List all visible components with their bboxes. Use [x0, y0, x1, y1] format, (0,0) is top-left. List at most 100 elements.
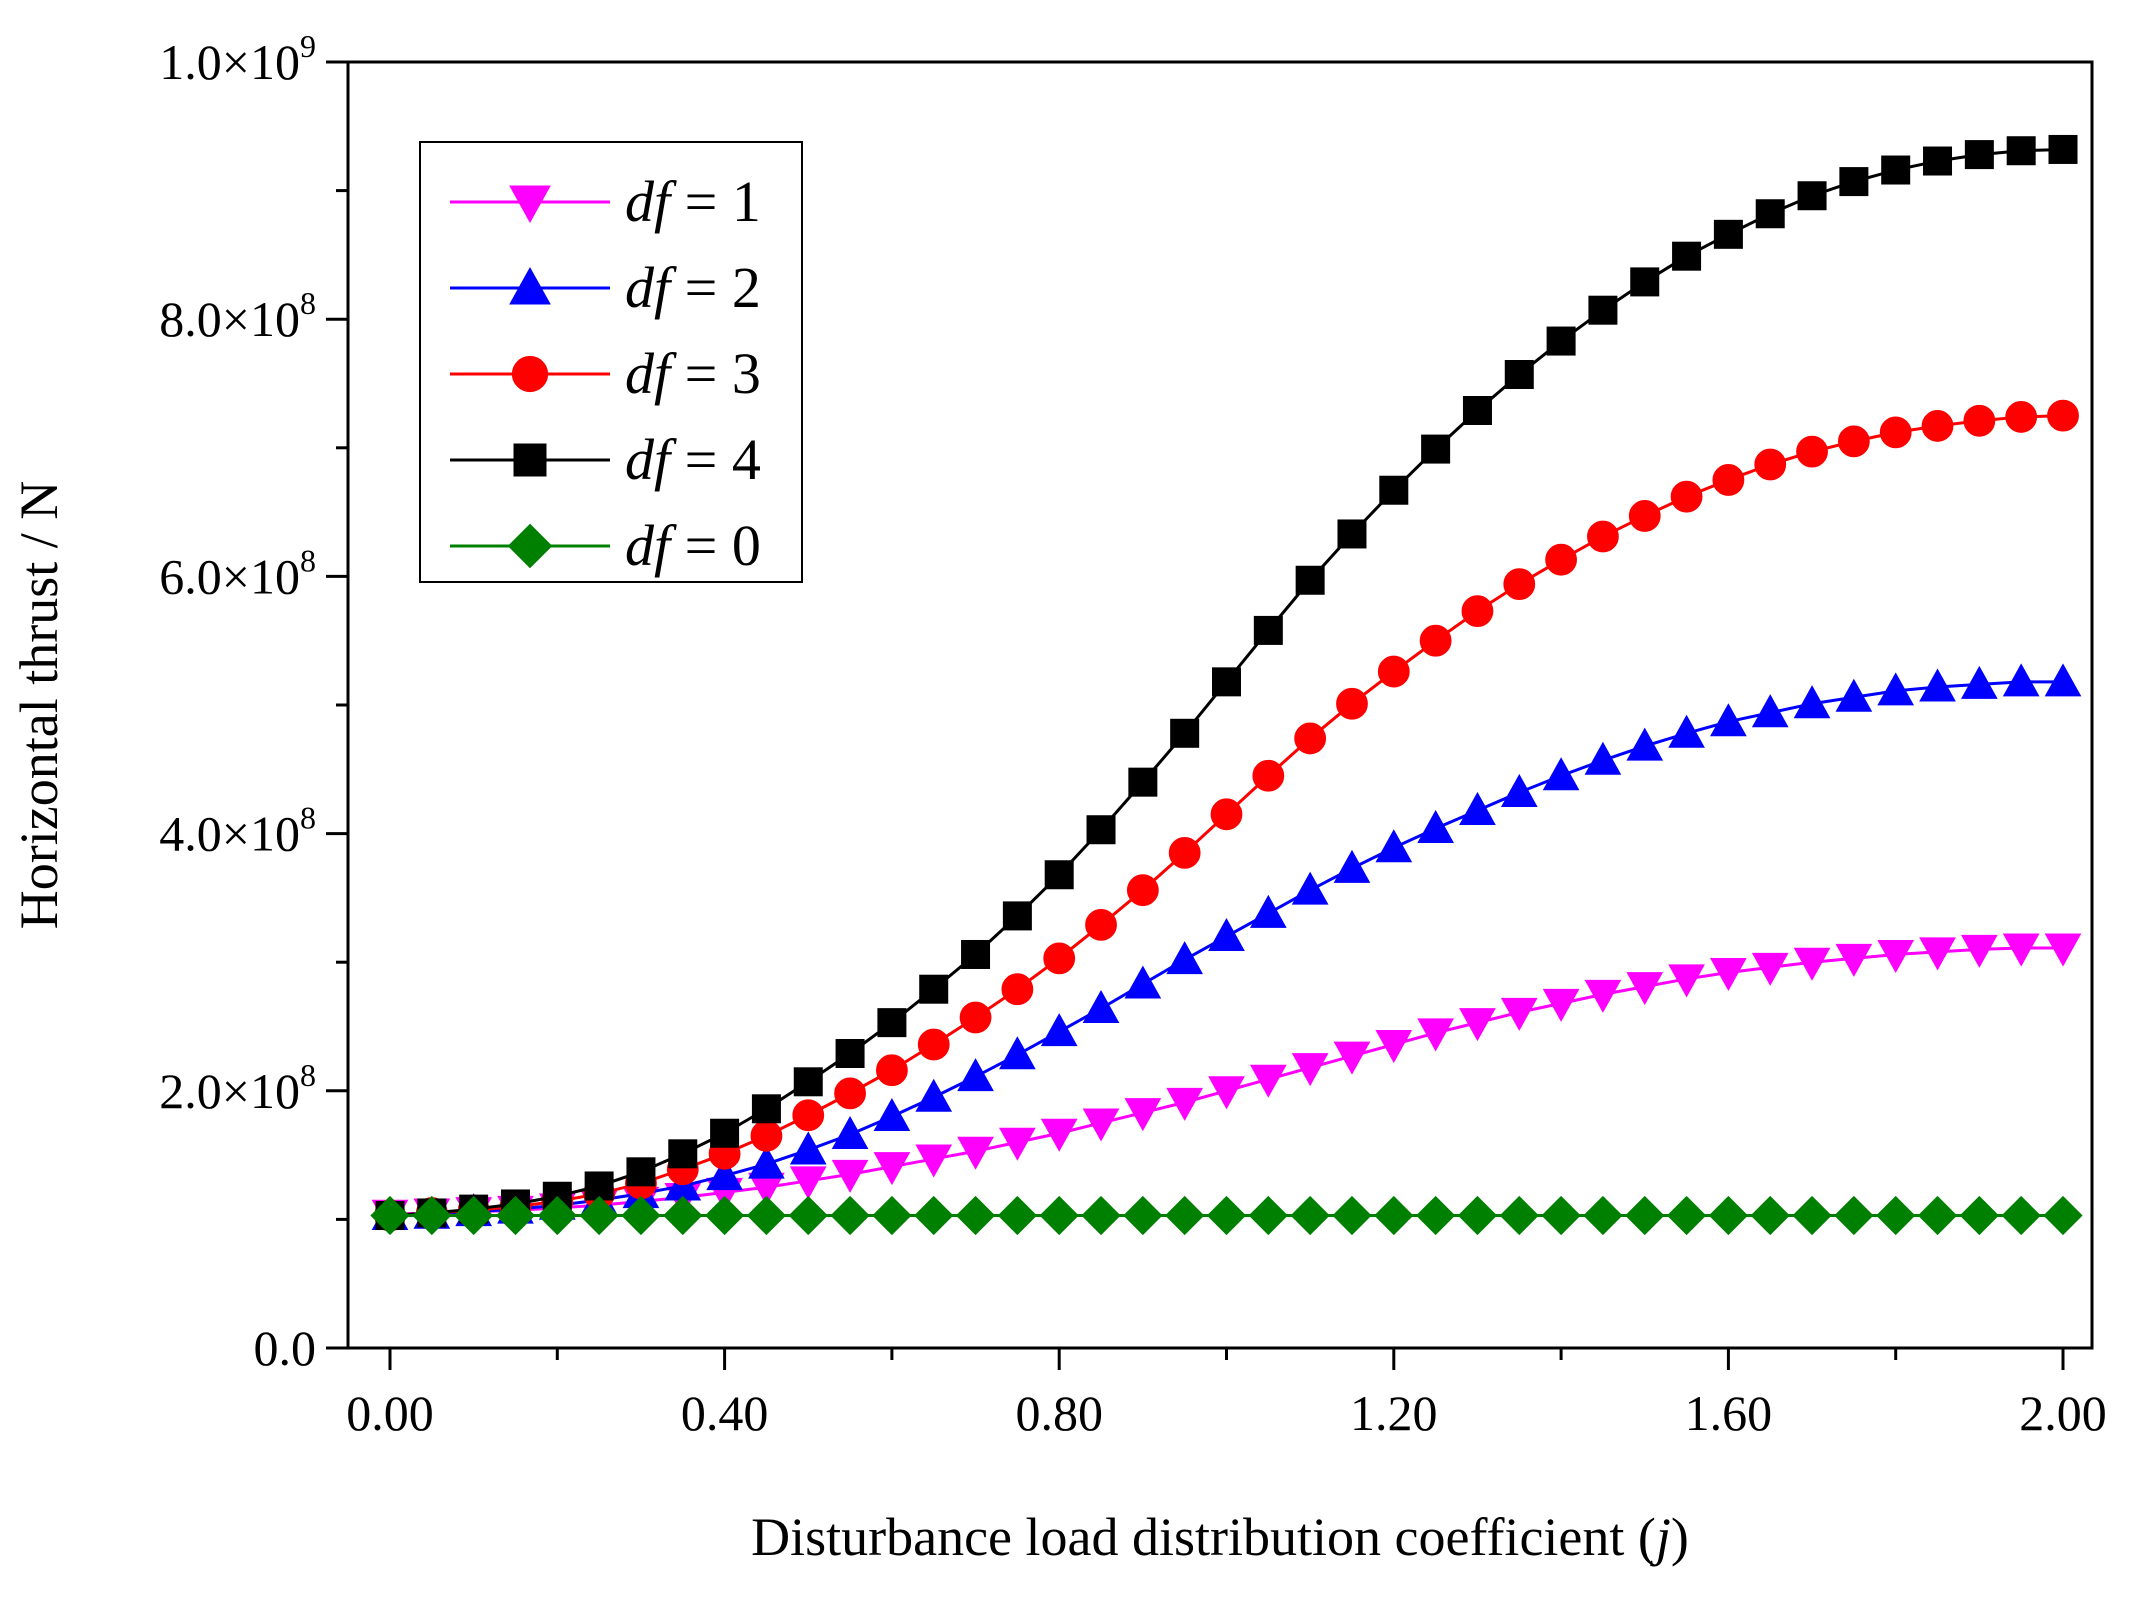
data-point-triangle-up — [1710, 703, 1747, 737]
data-point-diamond — [914, 1195, 954, 1236]
data-point-circle — [1587, 520, 1619, 553]
data-point-diamond — [537, 1195, 577, 1236]
data-point-square — [1337, 519, 1367, 549]
data-point-triangle-up — [1166, 941, 1204, 975]
data-point-triangle-down — [1291, 1053, 1329, 1087]
legend-label-variable: df — [625, 427, 677, 492]
data-point-circle — [1252, 759, 1285, 792]
data-point-diamond — [1039, 1195, 1079, 1236]
y-tick-mantissa: 4.0×10 — [159, 806, 300, 862]
data-point-triangle-down — [1961, 934, 1998, 968]
legend-label-value: = 4 — [670, 427, 761, 492]
data-point-circle — [1712, 464, 1745, 496]
data-point-diamond — [663, 1195, 703, 1236]
data-point-diamond — [955, 1195, 996, 1236]
data-point-square — [1504, 359, 1534, 389]
data-point-circle — [1796, 435, 1828, 468]
data-point-square — [877, 1008, 907, 1038]
data-point-diamond — [788, 1195, 828, 1236]
data-point-triangle-up — [1584, 741, 1622, 775]
data-point-diamond — [412, 1195, 452, 1236]
data-point-triangle-up — [509, 266, 551, 305]
y-axis-title: Horizontal thrust / N — [9, 481, 69, 929]
data-point-circle — [2047, 399, 2079, 432]
data-point-triangle-down — [1626, 972, 1664, 1006]
data-point-circle — [2005, 401, 2038, 433]
data-point-square — [835, 1039, 865, 1069]
legend-label: df = 4 — [625, 427, 761, 492]
data-point-square — [2048, 134, 2078, 164]
data-point-triangle-down — [1793, 947, 1831, 981]
data-point-square — [919, 974, 949, 1004]
data-point-square — [1170, 718, 1200, 748]
data-point-triangle-down — [1459, 1008, 1496, 1042]
data-point-circle — [1168, 836, 1201, 869]
data-point-triangle-up — [1459, 791, 1496, 825]
data-point-circle — [1377, 655, 1410, 688]
data-point-square — [1672, 241, 1702, 271]
data-point-square — [1462, 396, 1492, 426]
data-point-diamond — [1457, 1195, 1498, 1236]
x-tick-label: 0.00 — [346, 1385, 434, 1441]
data-point-triangle-up — [1249, 894, 1287, 928]
data-point-diamond — [1123, 1195, 1163, 1236]
data-point-triangle-up — [1333, 849, 1371, 883]
data-point-triangle-down — [1710, 957, 1747, 992]
legend-item: df = 2 — [450, 255, 761, 320]
data-point-triangle-up — [2002, 663, 2040, 697]
data-point-circle — [792, 1099, 825, 1132]
data-point-triangle-down — [1751, 952, 1789, 986]
data-point-circle — [959, 1001, 992, 1034]
data-point-diamond — [1290, 1195, 1330, 1236]
data-point-circle — [1001, 973, 1034, 1006]
data-point-circle — [1921, 410, 1954, 442]
data-point-diamond — [2043, 1195, 2083, 1236]
data-point-triangle-down — [1417, 1018, 1454, 1052]
data-point-triangle-down — [1877, 939, 1915, 974]
data-point-circle — [1210, 798, 1243, 831]
data-point-triangle-up — [873, 1097, 911, 1132]
series-df0 — [370, 1195, 2083, 1236]
x-axis-title-suffix: ) — [1671, 1507, 1689, 1567]
data-point-triangle-up — [1124, 965, 1162, 999]
data-point-circle — [1670, 480, 1703, 513]
data-point-diamond — [1332, 1195, 1372, 1236]
data-point-circle — [1126, 874, 1159, 907]
data-point-diamond — [1959, 1195, 1999, 1236]
x-tick-label: 0.40 — [681, 1385, 769, 1441]
data-point-triangle-down — [999, 1127, 1036, 1161]
data-point-circle — [511, 355, 549, 393]
data-point-square — [710, 1118, 740, 1148]
data-point-diamond — [1374, 1195, 1414, 1236]
data-point-square — [626, 1157, 656, 1187]
data-point-square — [1212, 667, 1241, 697]
data-point-triangle-down — [1082, 1108, 1120, 1142]
data-point-square — [1630, 267, 1660, 297]
data-point-square — [1797, 181, 1827, 211]
x-axis-title: Disturbance load distribution coefficien… — [751, 1507, 1689, 1567]
data-point-square — [1755, 199, 1785, 229]
data-point-circle — [1294, 722, 1327, 755]
data-point-diamond — [1666, 1195, 1707, 1236]
data-point-square — [1253, 615, 1283, 645]
legend-label: df = 0 — [625, 513, 761, 578]
y-tick-exponent: 8 — [300, 542, 316, 578]
data-point-triangle-up — [1040, 1013, 1078, 1047]
series-df2 — [371, 663, 2082, 1231]
data-point-triangle-up — [1375, 829, 1413, 863]
data-point-triangle-up — [1417, 809, 1454, 843]
data-point-square — [1379, 475, 1409, 505]
data-point-diamond — [1792, 1195, 1832, 1236]
data-point-circle — [1963, 404, 1996, 437]
data-point-triangle-up — [1877, 672, 1915, 706]
data-point-square — [1923, 146, 1953, 176]
data-point-circle — [1043, 942, 1076, 975]
data-point-diamond — [1165, 1195, 1205, 1236]
x-axis: 0.00 0.40 0.80 1.20 1.60 2.00 — [346, 1348, 2107, 1441]
data-point-triangle-down — [1835, 943, 1873, 977]
legend-label-variable: df — [625, 169, 677, 234]
plot-series — [370, 134, 2083, 1236]
x-tick-label: 2.00 — [2019, 1385, 2107, 1441]
legend-label: df = 2 — [625, 255, 761, 320]
data-point-triangle-down — [2002, 933, 2040, 967]
